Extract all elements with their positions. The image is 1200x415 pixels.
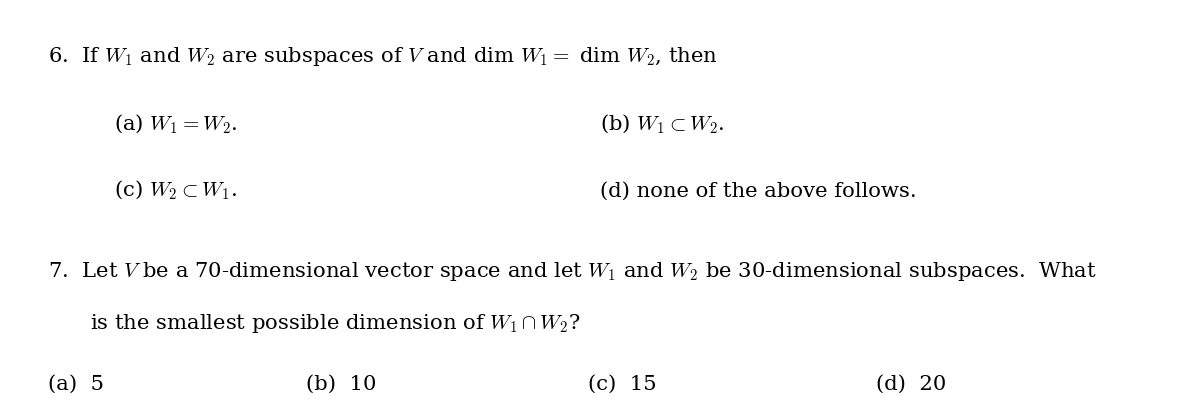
Text: (d)  20: (d) 20 <box>876 374 947 393</box>
Text: is the smallest possible dimension of $W_1 \cap W_2$?: is the smallest possible dimension of $W… <box>90 312 581 335</box>
Text: (a)  5: (a) 5 <box>48 374 104 393</box>
Text: (d) none of the above follows.: (d) none of the above follows. <box>600 181 917 200</box>
Text: (c) $W_2 \subset W_1$.: (c) $W_2 \subset W_1$. <box>114 179 236 203</box>
Text: 7.  Let $V$ be a 70-dimensional vector space and let $W_1$ and $W_2$ be 30-dimen: 7. Let $V$ be a 70-dimensional vector sp… <box>48 260 1097 283</box>
Text: (c)  15: (c) 15 <box>588 374 656 393</box>
Text: (a) $W_1 = W_2$.: (a) $W_1 = W_2$. <box>114 113 238 136</box>
Text: 6.  If $W_1$ and $W_2$ are subspaces of $V$ and dim $W_1 =$ dim $W_2$, then: 6. If $W_1$ and $W_2$ are subspaces of $… <box>48 44 718 68</box>
Text: (b)  10: (b) 10 <box>306 374 377 393</box>
Text: (b) $W_1 \subset W_2$.: (b) $W_1 \subset W_2$. <box>600 113 725 136</box>
